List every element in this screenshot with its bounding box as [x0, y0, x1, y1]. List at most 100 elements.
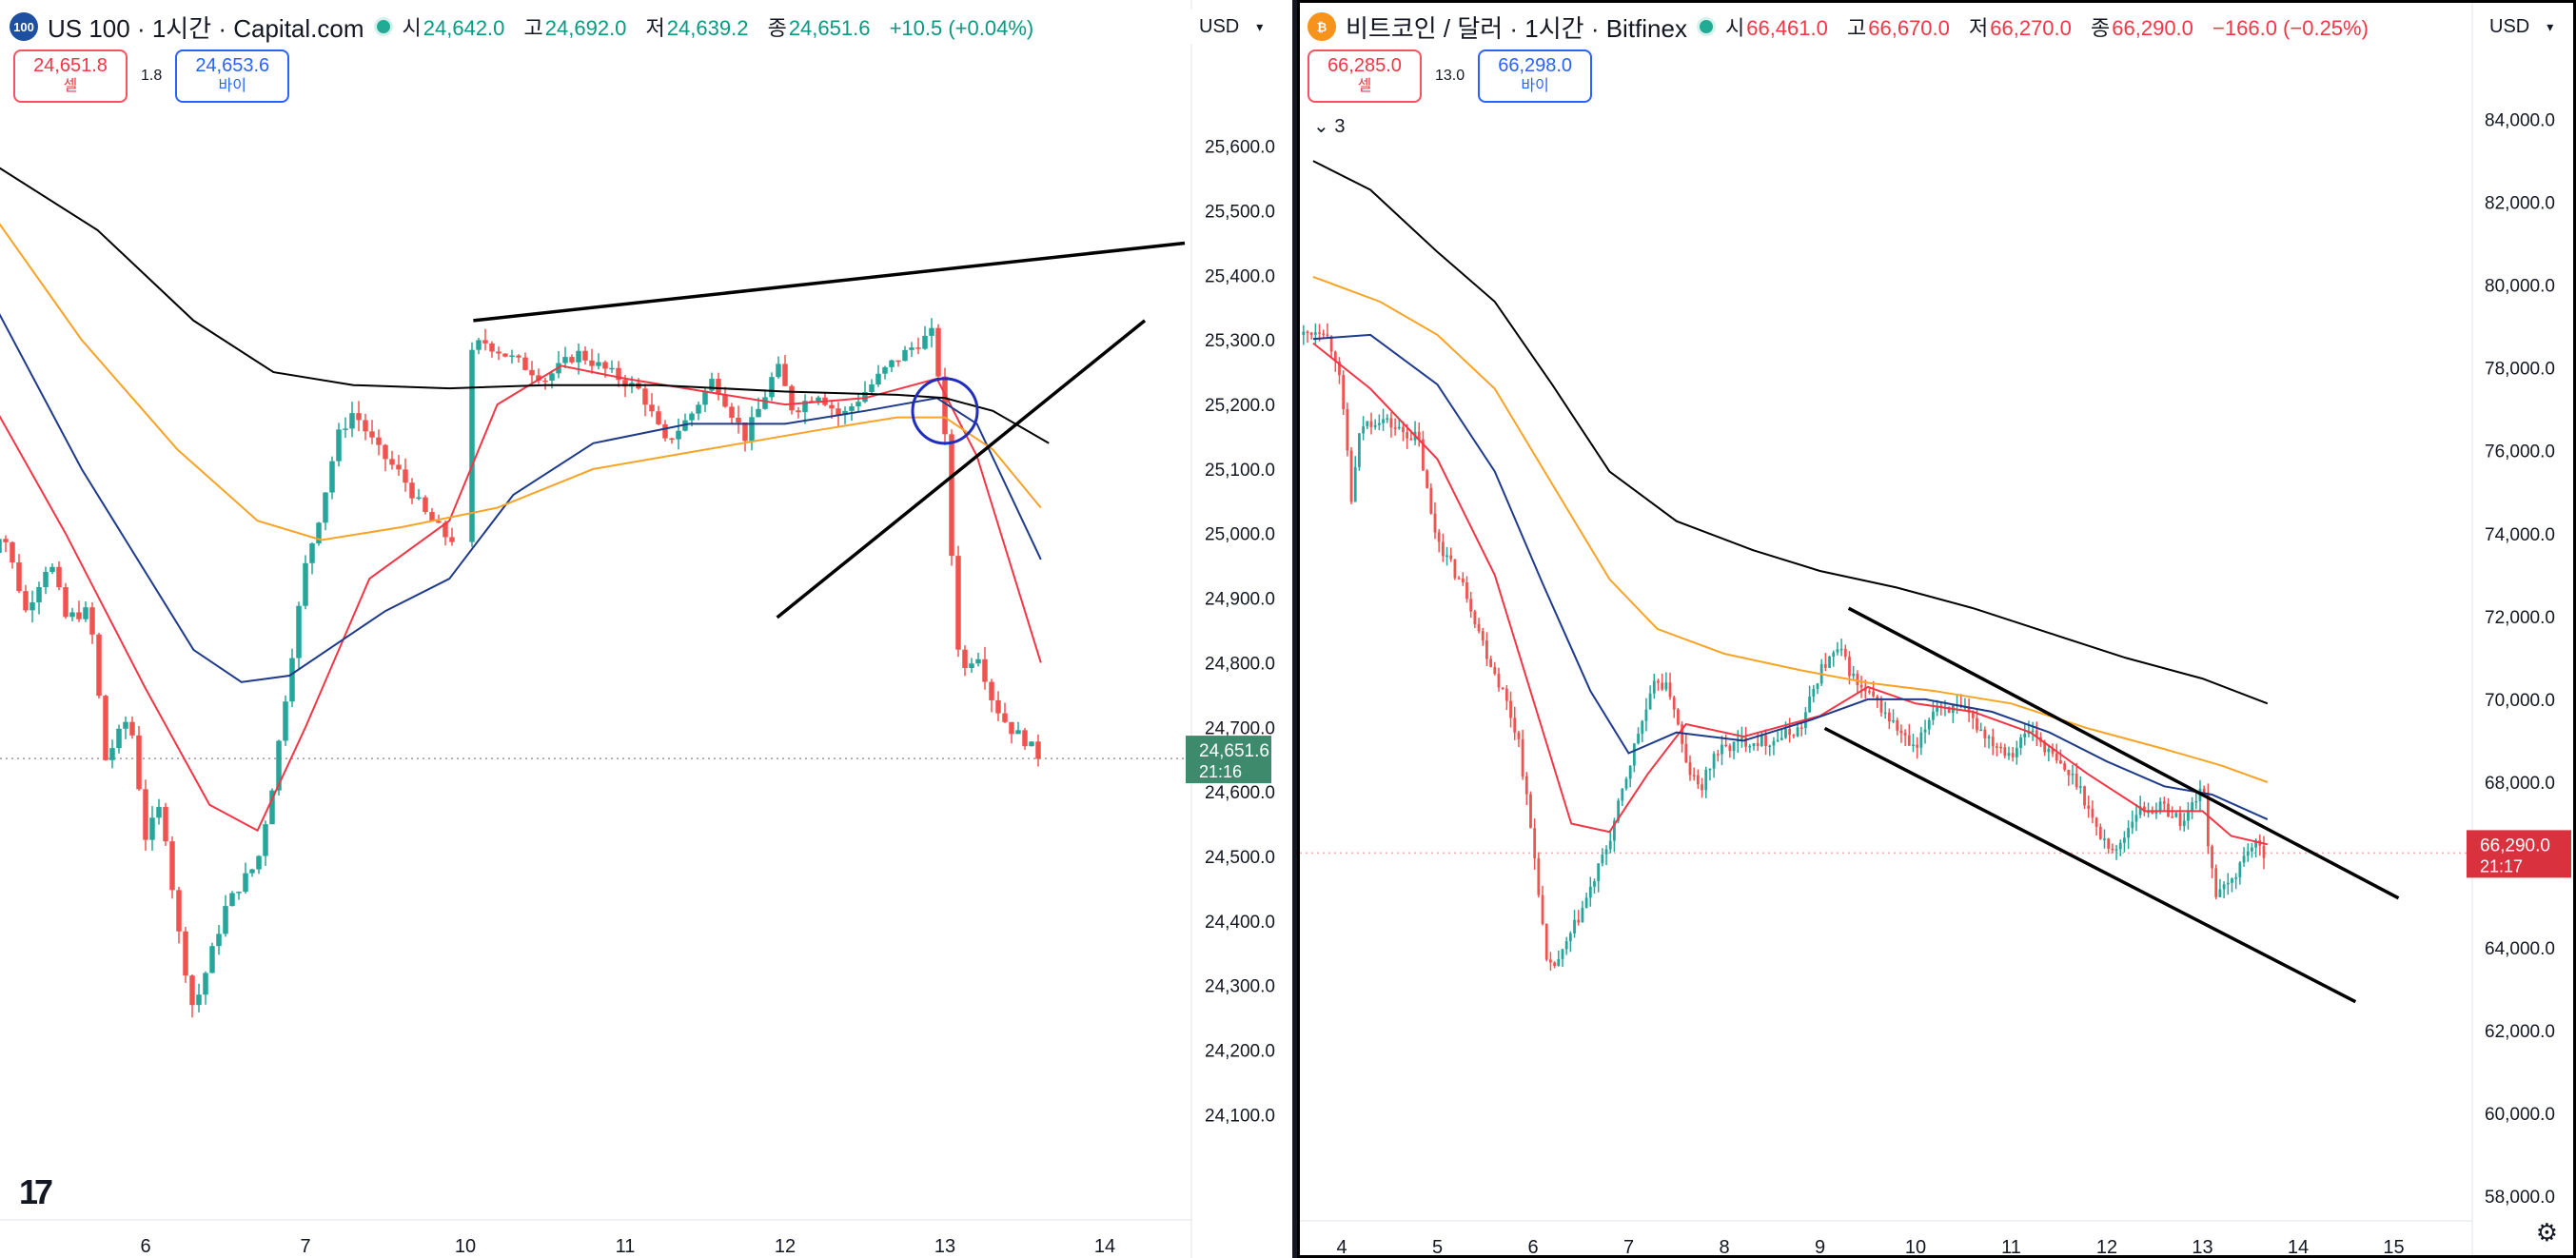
- candle-body: [1760, 735, 1763, 746]
- candle-body: [2218, 889, 2222, 897]
- candle-body: [576, 350, 581, 363]
- x-tick-label: 6: [140, 1236, 150, 1257]
- candle-body: [1477, 623, 1481, 632]
- candle-body: [2107, 838, 2111, 849]
- candle-body: [2262, 845, 2266, 858]
- candle-body: [109, 748, 115, 760]
- candle-body: [1740, 737, 1743, 739]
- trendline[interactable]: [1847, 606, 2400, 900]
- candle-body: [229, 893, 235, 907]
- us100-symbol-title[interactable]: US 100 · 1시간 · Capital.com: [48, 13, 364, 43]
- candle-body: [1812, 688, 1816, 698]
- candle-body: [1489, 658, 1493, 667]
- y-tick-label: 25,300.0: [1205, 331, 1275, 351]
- candle-body: [309, 543, 315, 563]
- candle-body: [383, 444, 388, 460]
- candle-body: [303, 562, 308, 606]
- candle-body: [69, 612, 75, 618]
- candle-body: [2015, 747, 2018, 757]
- candle-body: [396, 464, 402, 470]
- trendline[interactable]: [1823, 726, 2357, 1004]
- candle-body: [1823, 664, 1827, 668]
- us100-chart-panel[interactable]: 24,100.0 24,200.0 24,300.0 24,400.0 24,500.0…: [0, 0, 1292, 1258]
- x-tick-label: 11: [616, 1236, 636, 1257]
- y-tick-label: 64,000.0: [2485, 939, 2555, 959]
- candle-body: [1015, 730, 1021, 735]
- btcusd-currency-select[interactable]: USD ▾: [2480, 10, 2564, 44]
- us100-chart[interactable]: 24,100.0 24,200.0 24,300.0 24,400.0 24,500.0…: [0, 0, 1292, 1258]
- candle-body: [516, 355, 521, 358]
- candle-body: [2067, 769, 2071, 776]
- x-tick-label: 8: [1719, 1237, 1729, 1255]
- candle-body: [1577, 919, 1581, 923]
- candle-body: [1919, 732, 1923, 748]
- candle-body: [1856, 673, 1859, 685]
- candle-body: [2202, 788, 2206, 795]
- candle-body: [249, 869, 255, 874]
- candle-body: [1465, 582, 1468, 600]
- candle-body: [862, 392, 868, 403]
- candle-body: [1879, 699, 1883, 713]
- candle-body: [2127, 828, 2131, 838]
- btcusd-symbol-title[interactable]: 비트코인 / 달러 · 1시간 · Bitfinex: [1346, 13, 1687, 43]
- last-price-tag-bg: [2467, 830, 2571, 878]
- y-tick-label: 24,300.0: [1205, 977, 1275, 997]
- btcusd-sell-button[interactable]: 66,285.0 셀: [1308, 49, 1422, 103]
- candle-body: [316, 522, 322, 544]
- candle-body: [1832, 652, 1836, 658]
- candle-body: [1883, 712, 1887, 715]
- candle-body: [1704, 769, 1708, 791]
- candle-body: [223, 906, 228, 934]
- candle-body: [569, 357, 575, 363]
- btcusd-buy-button[interactable]: 66,298.0 바이: [1478, 49, 1593, 103]
- candle-body: [889, 360, 895, 367]
- indicator-legend-toggle[interactable]: ⌄ 3: [1308, 112, 1351, 140]
- candle-body: [1406, 432, 1409, 439]
- y-tick-label: 25,100.0: [1205, 461, 1275, 481]
- candle-body: [1887, 712, 1891, 722]
- btcusd-chart-panel[interactable]: 58,000.060,000.062,000.064,000.066,000.0…: [1297, 0, 2576, 1258]
- candle-body: [1728, 745, 1732, 752]
- candle-body: [1899, 730, 1903, 734]
- candle-body: [83, 607, 88, 619]
- candle-body: [96, 634, 102, 697]
- candle-body: [1672, 697, 1676, 710]
- us100-sell-button[interactable]: 24,651.8 셀: [13, 49, 128, 103]
- candle-body: [1342, 375, 1346, 409]
- us100-buy-button[interactable]: 24,653.6 바이: [175, 49, 290, 103]
- y-tick-label: 76,000.0: [2485, 442, 2555, 462]
- candle-body: [2194, 800, 2198, 803]
- y-tick-label: 68,000.0: [2485, 774, 2555, 794]
- market-open-dot-icon: [373, 17, 393, 36]
- btcusd-chart[interactable]: 58,000.060,000.062,000.064,000.066,000.0…: [1300, 3, 2573, 1255]
- candle-body: [176, 890, 182, 932]
- candle-body: [336, 429, 342, 462]
- candle-body: [1541, 894, 1544, 924]
- candle-body: [689, 413, 695, 421]
- candle-body: [442, 522, 448, 538]
- trendline[interactable]: [776, 319, 1147, 619]
- candle-body: [1557, 958, 1561, 967]
- candle-body: [1513, 717, 1517, 733]
- candle-body: [1641, 720, 1644, 735]
- candle-body: [582, 350, 588, 361]
- candle-body: [1677, 709, 1680, 725]
- candle-body: [1896, 720, 1899, 731]
- candle-body: [1329, 336, 1333, 352]
- candle-body: [1859, 684, 1863, 688]
- candle-body: [642, 388, 648, 405]
- x-tick-label: 15: [2383, 1237, 2404, 1255]
- candle-body: [1504, 688, 1508, 701]
- trendline[interactable]: [473, 241, 1186, 323]
- candle-body: [942, 376, 948, 435]
- us100-currency-select[interactable]: USD ▾: [1190, 10, 1273, 44]
- candle-body: [1892, 720, 1895, 722]
- last-price-value: 66,290.0: [2480, 835, 2550, 855]
- candle-body: [836, 408, 841, 416]
- candle-body: [962, 649, 968, 669]
- candle-body: [502, 353, 508, 357]
- candle-body: [2098, 826, 2102, 839]
- settings-gear-icon[interactable]: ⚙: [2535, 1218, 2558, 1247]
- x-tick-label: 7: [1623, 1237, 1634, 1255]
- panel-divider[interactable]: [1292, 0, 1297, 1258]
